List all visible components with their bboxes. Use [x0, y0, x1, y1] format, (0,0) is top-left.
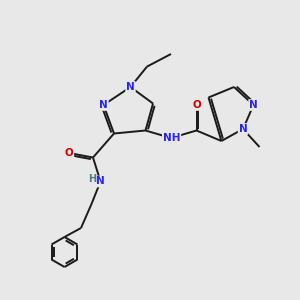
- Text: N: N: [249, 100, 258, 110]
- Text: H: H: [88, 173, 96, 184]
- Text: NH: NH: [163, 133, 180, 143]
- Text: N: N: [99, 100, 108, 110]
- Text: N: N: [126, 82, 135, 92]
- Text: N: N: [238, 124, 247, 134]
- Text: O: O: [192, 100, 201, 110]
- Text: N: N: [96, 176, 105, 187]
- Text: O: O: [64, 148, 74, 158]
